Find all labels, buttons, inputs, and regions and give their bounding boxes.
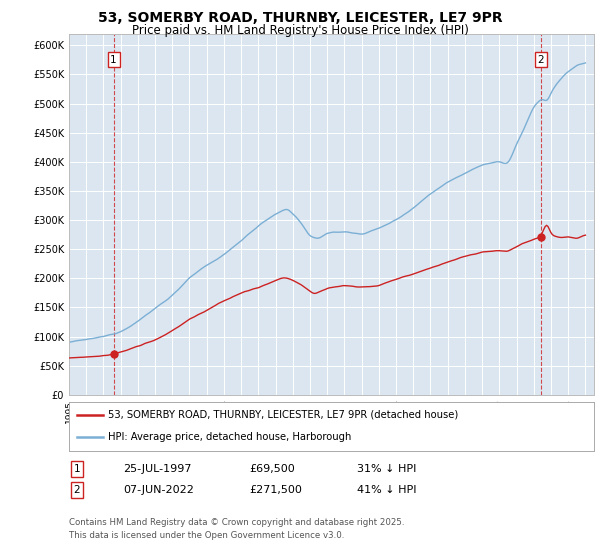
Text: Price paid vs. HM Land Registry's House Price Index (HPI): Price paid vs. HM Land Registry's House … [131,24,469,37]
Text: 25-JUL-1997: 25-JUL-1997 [123,464,191,474]
Text: 1: 1 [110,55,117,65]
Text: £69,500: £69,500 [249,464,295,474]
Text: Contains HM Land Registry data © Crown copyright and database right 2025.
This d: Contains HM Land Registry data © Crown c… [69,518,404,540]
Text: 2: 2 [538,55,544,65]
Text: 41% ↓ HPI: 41% ↓ HPI [357,485,416,495]
Text: HPI: Average price, detached house, Harborough: HPI: Average price, detached house, Harb… [109,432,352,442]
Text: £271,500: £271,500 [249,485,302,495]
Text: 2: 2 [73,485,80,495]
Text: 07-JUN-2022: 07-JUN-2022 [123,485,194,495]
Text: 31% ↓ HPI: 31% ↓ HPI [357,464,416,474]
Text: 1: 1 [73,464,80,474]
Text: 53, SOMERBY ROAD, THURNBY, LEICESTER, LE7 9PR (detached house): 53, SOMERBY ROAD, THURNBY, LEICESTER, LE… [109,410,458,420]
Text: 53, SOMERBY ROAD, THURNBY, LEICESTER, LE7 9PR: 53, SOMERBY ROAD, THURNBY, LEICESTER, LE… [98,11,502,25]
